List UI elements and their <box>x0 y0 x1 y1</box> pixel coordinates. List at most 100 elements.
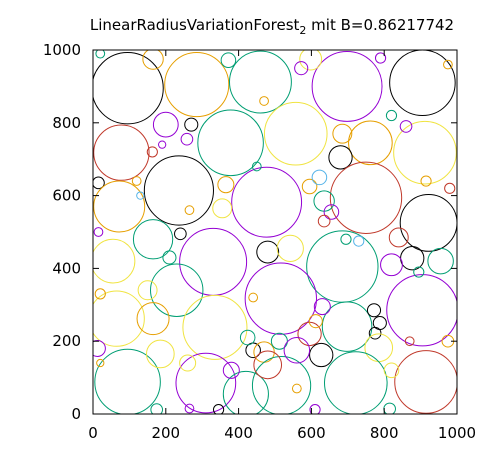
circle-83 <box>383 402 396 414</box>
circle-18 <box>180 132 194 146</box>
circle-37 <box>132 219 174 260</box>
circle-47 <box>150 263 204 317</box>
chart-title-suffix: mit B=0.86217742 <box>306 16 454 34</box>
plot-frame <box>92 49 458 415</box>
circle-15 <box>348 120 393 166</box>
y-tick-label-3: 600 <box>52 187 81 205</box>
circle-68 <box>175 352 237 414</box>
circle-78 <box>383 362 400 379</box>
circle-52 <box>386 274 457 347</box>
circle-49 <box>182 294 248 360</box>
circle-93 <box>93 227 104 237</box>
circle-27 <box>399 194 457 252</box>
circle-85 <box>404 336 415 347</box>
circle-40 <box>256 240 280 264</box>
circle-72 <box>222 370 269 414</box>
circle-29 <box>301 178 318 195</box>
circle-91 <box>259 96 269 106</box>
y-axis: 0 200 400 600 800 1000 <box>43 41 457 423</box>
circle-8 <box>220 52 237 68</box>
y-tick-label-1: 200 <box>52 332 81 350</box>
circle-57 <box>297 321 322 347</box>
x-tick-label-3: 600 <box>297 424 326 442</box>
circle-66 <box>239 329 256 346</box>
circle-30 <box>217 176 235 194</box>
circle-96 <box>340 233 352 245</box>
x-tick-label-5: 1000 <box>438 424 476 442</box>
circle-69 <box>251 355 312 414</box>
circle-64 <box>253 341 275 363</box>
circle-94 <box>94 288 106 300</box>
circle-95 <box>248 292 259 303</box>
circle-75 <box>222 361 240 379</box>
circle-58 <box>309 342 334 368</box>
circle-44 <box>427 247 454 275</box>
circle-11 <box>93 124 150 181</box>
circle-70 <box>324 351 388 414</box>
circle-80 <box>150 403 164 414</box>
circle-62 <box>137 280 158 301</box>
circle-59 <box>313 298 331 316</box>
y-tick-label-2: 400 <box>52 259 81 277</box>
circle-89 <box>385 109 398 122</box>
x-axis: 0 200 400 600 800 1000 <box>88 50 476 442</box>
circle-55 <box>368 326 382 340</box>
circle-60 <box>308 314 323 329</box>
circle-33 <box>323 204 340 220</box>
circle-17 <box>184 117 199 132</box>
circle-61 <box>136 302 170 336</box>
circle-42 <box>306 230 379 303</box>
y-tick-label-4: 800 <box>52 114 81 132</box>
circle-79 <box>93 339 106 357</box>
circle-43 <box>400 246 425 271</box>
circle-16 <box>393 120 457 185</box>
circle-76 <box>253 350 283 380</box>
circle-12 <box>152 111 179 138</box>
circle-97 <box>353 235 365 247</box>
circle-7 <box>294 61 309 76</box>
circle-41 <box>276 234 304 262</box>
circle-22 <box>93 176 105 190</box>
circle-102 <box>251 161 262 172</box>
circle-28 <box>313 190 335 212</box>
circle-6 <box>299 50 323 71</box>
circle-14 <box>263 101 328 166</box>
circle-103 <box>413 266 425 278</box>
circle-24 <box>143 155 214 226</box>
circle-35 <box>388 227 409 248</box>
circle-45 <box>380 253 403 277</box>
circle-105 <box>184 403 195 414</box>
x-tick-label-0: 0 <box>88 424 98 442</box>
circle-82 <box>309 404 321 414</box>
circle-38 <box>93 238 136 284</box>
circle-23 <box>93 180 146 233</box>
circle-84 <box>96 358 105 368</box>
circle-87 <box>444 182 456 194</box>
circle-53 <box>366 303 382 318</box>
circle-46 <box>162 250 177 265</box>
circle-21 <box>146 146 158 158</box>
circle-92 <box>136 191 145 200</box>
circle-39 <box>179 227 248 296</box>
circle-25 <box>231 166 303 238</box>
circle-31 <box>212 198 233 219</box>
y-tick-label-5: 1000 <box>43 41 81 59</box>
circles-layer <box>93 50 457 414</box>
circle-13 <box>197 109 264 177</box>
circle-81 <box>212 404 225 414</box>
x-tick-label-2: 400 <box>224 424 253 442</box>
circle-20 <box>332 123 353 144</box>
circle-100 <box>420 175 432 187</box>
circle-5 <box>142 50 164 70</box>
circle-34 <box>317 214 331 228</box>
circle-1 <box>164 52 230 118</box>
circle-19 <box>328 145 353 170</box>
y-tick-label-0: 0 <box>71 405 81 423</box>
x-tick-label-4: 800 <box>370 424 399 442</box>
circle-77 <box>283 337 311 364</box>
circle-48 <box>93 290 145 347</box>
circle-51 <box>321 301 373 352</box>
circle-74 <box>179 354 197 372</box>
circle-2 <box>229 50 292 114</box>
